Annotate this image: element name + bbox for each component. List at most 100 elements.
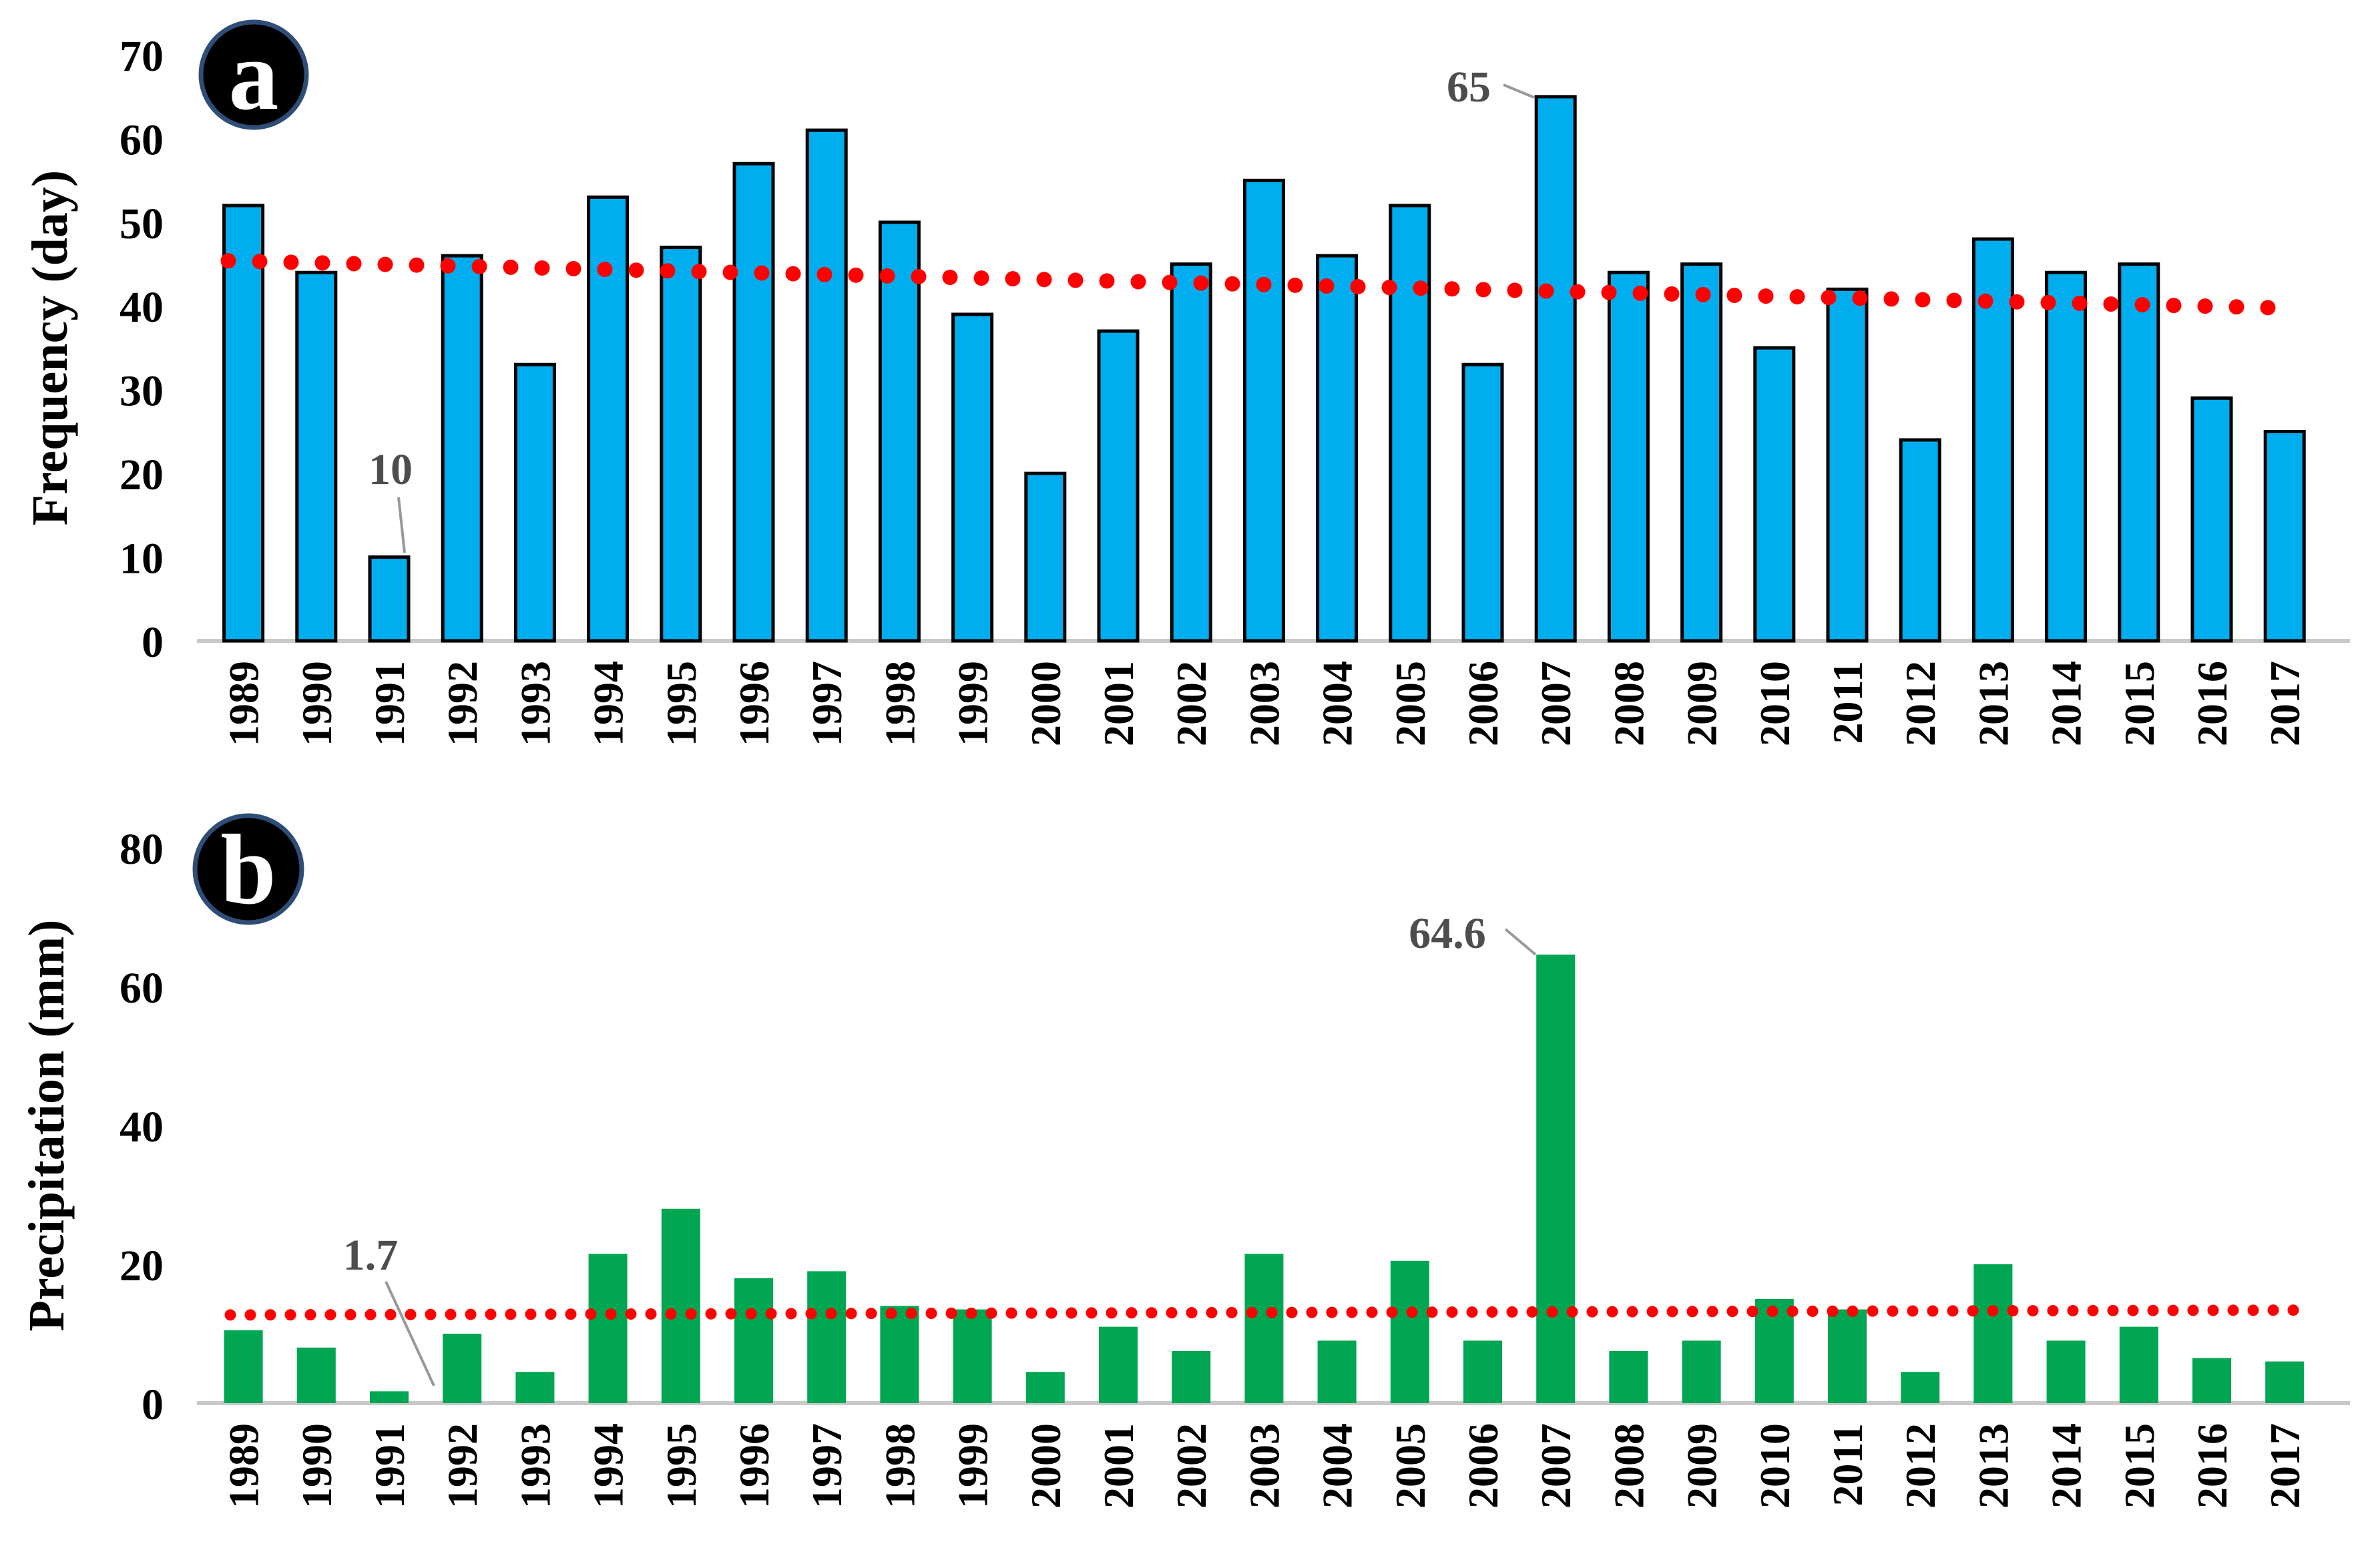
trendline-dot (409, 257, 425, 273)
trendline-dot (1987, 1305, 1999, 1317)
trendline-dot (628, 262, 644, 278)
trendline-dot (1726, 287, 1742, 303)
trendline-dot (2260, 300, 2276, 316)
trendline-dot (2267, 1304, 2279, 1316)
trendline-dot (1847, 1305, 1859, 1317)
x-tick-label: 2002 (1168, 661, 1215, 746)
trendline-dot (785, 266, 801, 282)
data-label-2007: 65 (1447, 63, 1491, 111)
trendline-dot (1286, 1306, 1298, 1318)
trendline-dot (2187, 1304, 2199, 1316)
x-tick-label: 2012 (1897, 661, 1944, 746)
trendline-dot (1606, 1306, 1618, 1318)
trendline-dot (1466, 1306, 1478, 1318)
bar-1992 (443, 1334, 482, 1403)
trendline-dot (722, 264, 738, 280)
trendline-dot (1601, 284, 1617, 300)
x-tick-label: 1998 (876, 1423, 923, 1509)
trendline-dot (2197, 298, 2213, 314)
bar-2011 (1828, 1309, 1867, 1403)
trendline-dot (2040, 294, 2056, 310)
bar-2007 (1534, 95, 1577, 643)
trendline-dot (1664, 286, 1680, 302)
bar-2014 (2046, 1340, 2086, 1403)
bar-1994 (588, 1254, 628, 1403)
trendline-dot (220, 253, 236, 269)
trendline-dot (224, 1309, 236, 1321)
x-tick-label: 2017 (2261, 661, 2309, 746)
trendline-dot (1130, 274, 1146, 290)
trendline-dot (1758, 288, 1774, 304)
x-tick-label: 2008 (1605, 661, 1652, 746)
trendline-dot (1346, 1306, 1358, 1318)
trendline-dot (1566, 1306, 1578, 1318)
trendline-dot (283, 254, 299, 270)
trendline-dot (1807, 1305, 1819, 1317)
trendline-dot (1887, 1305, 1899, 1317)
x-tick-label: 2012 (1897, 1423, 1944, 1509)
trendline-dot (1506, 1306, 1518, 1318)
trendline-dot (965, 1307, 977, 1319)
x-tick-label: 2008 (1605, 1423, 1652, 1509)
bar-1997 (805, 128, 848, 643)
trendline-dot (1526, 1306, 1538, 1318)
trendline-dot (705, 1308, 717, 1320)
trendline-dot (597, 262, 613, 278)
x-tick-label: 1996 (730, 661, 778, 746)
trendline-dot (485, 1308, 497, 1320)
trendline-dot (1646, 1306, 1658, 1318)
bar-1997 (807, 1271, 847, 1403)
trendline-dot (2134, 297, 2150, 313)
trendline-dot (1366, 1306, 1378, 1318)
bar-2016 (2190, 396, 2233, 643)
y-axis-title: Frequency (day) (22, 170, 78, 526)
trendline-dot (973, 270, 989, 286)
x-tick-label: 2000 (1022, 661, 1070, 746)
y-tick-label: 60 (120, 115, 164, 164)
bar-2007 (1536, 955, 1576, 1403)
trendline-dot (1287, 277, 1303, 293)
bar-2012 (1899, 438, 1941, 643)
bar-1990 (295, 270, 338, 643)
x-tick-label: 2003 (1240, 1423, 1288, 1509)
trendline-dot (2166, 298, 2182, 314)
bar-1999 (953, 1309, 992, 1403)
bar-2004 (1316, 254, 1359, 643)
trendline-dot (2027, 1305, 2039, 1317)
trendline-dot (1386, 1306, 1398, 1318)
trendline-dot (1821, 290, 1837, 306)
x-tick-label: 1991 (366, 661, 413, 746)
trendline-dot (1406, 1306, 1418, 1318)
trendline-dot (1226, 1306, 1238, 1318)
trendline-dot (1907, 1305, 1919, 1317)
trendline-dot (1224, 276, 1240, 292)
trendline-dot (1186, 1307, 1198, 1319)
trendline-dot (660, 263, 676, 279)
trendline-dot (1426, 1306, 1438, 1318)
y-tick-label: 30 (120, 367, 164, 416)
trendline-dot (1746, 1306, 1758, 1318)
trendline-dot (1005, 1307, 1017, 1319)
x-tick-label: 2009 (1678, 661, 1726, 746)
bar-2002 (1170, 262, 1212, 643)
trendline-dot (2009, 294, 2025, 310)
trendline-dot (2107, 1304, 2119, 1316)
trendline-dot (284, 1309, 296, 1321)
x-tick-label: 2014 (2043, 1423, 2090, 1509)
trendline-dot (1166, 1307, 1178, 1319)
trendline-dot (440, 258, 456, 274)
x-tick-label: 2004 (1314, 661, 1361, 746)
trendline-dot (1036, 272, 1052, 288)
trendline-dot (1446, 1306, 1458, 1318)
x-tick-label: 1989 (220, 1423, 268, 1509)
trendline-dot (1099, 273, 1115, 289)
panel-precipitation: Precipitation (mm) 0 20 40 60 80 1989 1990 1991 1… (0, 768, 2360, 1565)
trendline-dot (1246, 1306, 1258, 1318)
trendline-dot (1066, 1307, 1078, 1319)
trendline-dot (2228, 299, 2245, 315)
bar-1992 (441, 254, 483, 643)
panel-badge-letter: a (229, 20, 279, 131)
annotation-leader-line (1504, 928, 1537, 956)
bar-2003 (1244, 1254, 1284, 1403)
x-tick-label: 2006 (1459, 1423, 1507, 1509)
